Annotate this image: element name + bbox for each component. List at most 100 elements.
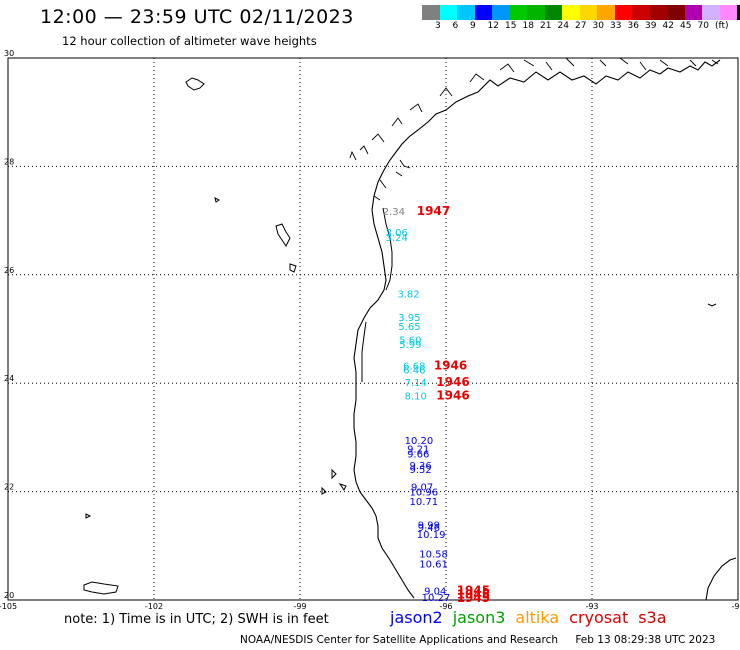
color-scale-label: 15 [505, 21, 517, 31]
wave-height-label: 10.61 [419, 559, 448, 570]
generated-timestamp: Feb 13 08:29:38 UTC 2023 [575, 634, 716, 646]
yucatan-coast [705, 557, 737, 601]
color-swatch [632, 5, 650, 20]
latitude-label: 28 [4, 157, 14, 166]
laguna-madre-island [361, 321, 367, 382]
coastline [83, 57, 737, 601]
wave-height-label: 8.10 [405, 391, 427, 402]
color-swatch [667, 5, 685, 20]
color-scale-labels: 3 6 9 12 15 18 21 24 27 30 33 36 39 42 45 70 (ft) [422, 21, 740, 33]
color-swatch [492, 5, 510, 20]
color-scale-label: 45 [680, 21, 692, 31]
color-scale-label: 9 [470, 21, 476, 31]
page-title: 12:00 — 23:59 UTC 02/11/2023 [40, 6, 354, 28]
color-scale-label: 42 [662, 21, 674, 31]
color-scale-label: (ft) [715, 21, 729, 31]
wave-height-label: 10.19 [417, 530, 446, 541]
wave-height-label: 9.66 [407, 449, 429, 460]
color-scale-label: 6 [452, 21, 459, 31]
wave-height-label: 9.52 [410, 465, 432, 476]
latitude-label: 30 [4, 49, 14, 58]
satellite-jason3: jason3 [452, 608, 506, 627]
wave-height-label: 6.68 [403, 362, 425, 373]
color-swatch [457, 5, 475, 20]
wave-height-label: 3.06 [386, 228, 408, 239]
longitude-label: -105 [0, 602, 17, 611]
wave-height-label: 5.99 [399, 340, 421, 351]
color-scale-label: 3 [435, 21, 441, 31]
satellite-altika: altika [515, 608, 560, 627]
coast-inlet [349, 57, 719, 161]
wave-height-label: 9.36 [410, 461, 432, 472]
wave-height-label: 6.46 [403, 365, 425, 376]
satellite-legend: jason2 jason3 altika cryosat s3a [390, 608, 677, 627]
color-swatch [702, 5, 720, 20]
color-swatch [439, 5, 457, 20]
color-scale-label: 21 [540, 21, 552, 31]
wave-height-label: 5.60 [399, 336, 421, 347]
wave-height-label: 7.14 [405, 378, 427, 389]
observation-labels: 2.34 1947 3.063.24 3.82 3.955.65 5.605.99 6.68… [383, 204, 490, 605]
longitude-label: -93 [585, 602, 598, 611]
page-subtitle: 12 hour collection of altimeter wave hei… [62, 34, 317, 48]
inland-lake [85, 513, 92, 519]
color-scale-label: 39 [645, 21, 657, 31]
wave-height-label: 2.34 [383, 207, 405, 218]
longitude-label: -102 [145, 602, 163, 611]
wave-height-label: 10.71 [410, 497, 439, 508]
inland-lake [185, 77, 205, 91]
wave-height-label: 9.04 [424, 587, 446, 598]
observation-time-label: 1946 [436, 375, 469, 389]
color-scale-label: 33 [610, 21, 622, 31]
color-scale-label: 70 [697, 21, 709, 31]
color-swatch [597, 5, 615, 20]
color-swatch [544, 5, 562, 20]
agency-credit: NOAA/NESDIS Center for Satellite Applica… [240, 634, 558, 646]
inland-lake [275, 223, 291, 247]
latitude-label: 26 [4, 266, 14, 275]
latitude-label: 20 [4, 591, 14, 600]
wave-height-label: 9.99 [418, 520, 440, 531]
color-swatch [474, 5, 492, 20]
observation-time-label: 1946 [434, 359, 467, 373]
inland-lake [214, 197, 220, 203]
observation-time-label: 1945 [457, 587, 490, 601]
color-scale-label: 30 [592, 21, 604, 31]
latitude-label: 24 [4, 374, 14, 383]
inland-lake [83, 581, 119, 595]
inland-lake [321, 468, 347, 495]
color-swatch [737, 5, 740, 20]
color-scale-label: 27 [575, 21, 587, 31]
color-scale-label: 36 [627, 21, 639, 31]
inland-lake [289, 263, 297, 273]
wave-height-label: 3.95 [398, 313, 420, 324]
wave-height-label: 10.27 [422, 593, 451, 604]
color-scale-label: 24 [557, 21, 569, 31]
wave-height-label: 10.58 [419, 550, 448, 561]
color-scale [422, 5, 740, 20]
color-swatch [684, 5, 702, 20]
color-swatch [649, 5, 667, 20]
footer: NOAA/NESDIS Center for Satellite Applica… [240, 634, 729, 646]
wave-height-label: 9.21 [407, 445, 429, 456]
graticule: 30 28 26 24 22 20 -105 -102 -99 -96 -93 -90 [0, 49, 740, 611]
color-swatch [509, 5, 527, 20]
footnote: note: 1) Time is in UTC; 2) SWH is in fe… [64, 612, 329, 627]
wave-height-label: 9.07 [411, 483, 433, 494]
longitude-label: -99 [293, 602, 306, 611]
wave-height-label: 10.96 [410, 487, 439, 498]
longitude-label: -90 [731, 602, 740, 611]
wave-height-label: 3.24 [386, 233, 408, 244]
satellite-s3a: s3a [638, 608, 667, 627]
latitude-label: 22 [4, 483, 14, 492]
wave-height-label: 3.82 [397, 290, 419, 301]
wave-height-label: 5.65 [398, 322, 420, 333]
color-swatch [719, 5, 737, 20]
coast-estuary [373, 159, 411, 201]
longitude-label: -96 [439, 602, 452, 611]
color-scale-label: 18 [522, 21, 534, 31]
color-swatch [579, 5, 597, 20]
barrier-island [382, 207, 393, 291]
gulf-coastline [353, 59, 721, 599]
